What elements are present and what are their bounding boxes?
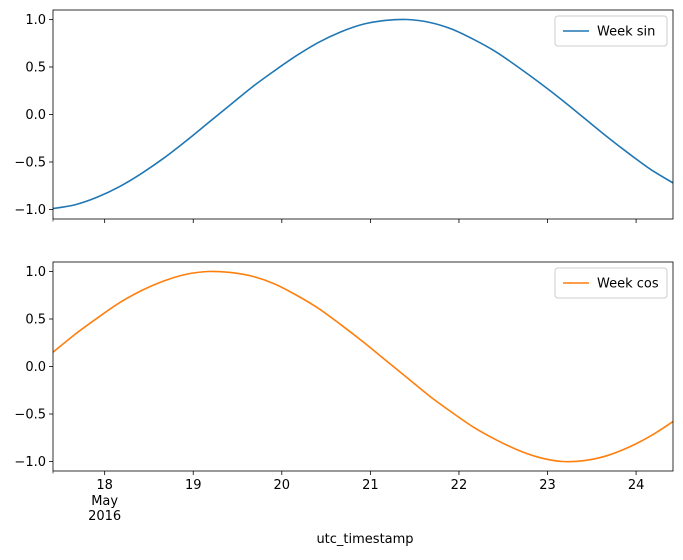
x-tick-label: 18 [96, 478, 113, 493]
y-tick-label: 1.0 [25, 265, 46, 280]
axes-frame [52, 9, 674, 220]
y-tick-label: 1.0 [25, 13, 46, 28]
x-tick-sublabel: May [91, 494, 118, 509]
y-tick-label: −0.5 [14, 408, 46, 423]
legend-box [554, 267, 668, 299]
y-tick-label: 0.5 [25, 313, 46, 328]
series-line-week-cos [52, 270, 674, 463]
series-line-week-sin [52, 18, 674, 210]
x-tick-label: 23 [539, 478, 556, 493]
legend-box [554, 15, 668, 47]
axes-frame [52, 261, 674, 472]
y-tick-label: 0.0 [25, 108, 46, 123]
y-tick-label: −0.5 [14, 156, 46, 171]
x-tick-label: 24 [628, 478, 645, 493]
y-tick-label: 0.5 [25, 61, 46, 76]
legend-label: Week cos [597, 277, 659, 292]
y-tick-label: 0.0 [25, 360, 46, 375]
x-tick-sublabel: 2016 [88, 509, 121, 524]
x-tick-label: 20 [274, 478, 291, 493]
x-tick-label: 19 [185, 478, 202, 493]
x-axis-label: utc_timestamp [316, 532, 413, 547]
y-tick-label: −1.0 [14, 455, 46, 470]
y-tick-label: −1.0 [14, 203, 46, 218]
x-tick-label: 22 [451, 478, 468, 493]
x-tick-label: 21 [362, 478, 379, 493]
legend-label: Week sin [597, 25, 655, 40]
